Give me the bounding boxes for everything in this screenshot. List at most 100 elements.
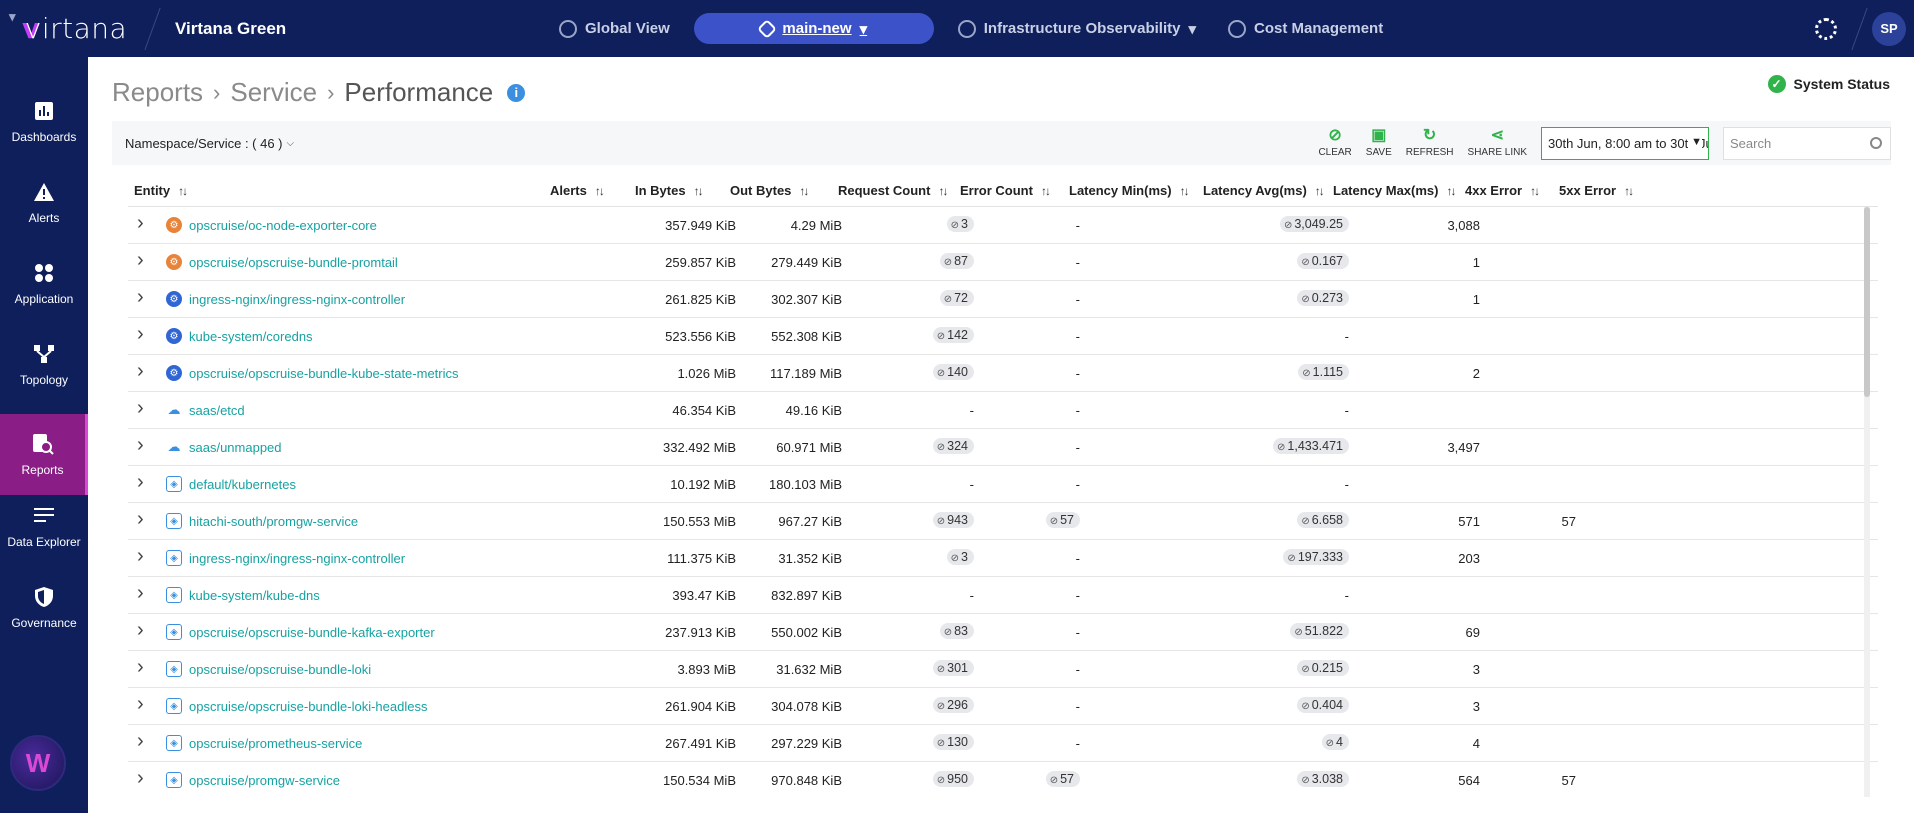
sort-icon[interactable]: ↑↓ [1179,184,1190,198]
sort-icon[interactable]: ↑↓ [1314,184,1325,198]
metric-pill[interactable]: 83 [939,623,974,639]
metric-pill[interactable]: 0.215 [1297,660,1349,676]
virtana-logo[interactable]: v virtana [22,12,128,45]
nav-global-view[interactable]: Global View [543,19,686,38]
sort-icon[interactable]: ↑↓ [1446,184,1456,198]
sort-icon[interactable]: ↑↓ [938,184,948,198]
metric-pill[interactable]: 3.038 [1297,771,1349,787]
entity-link[interactable]: default/kubernetes [189,477,296,492]
breadcrumb-reports[interactable]: Reports [112,77,204,107]
org-selector[interactable]: Virtana Green ▾ [9,9,543,39]
column-header-alerts[interactable]: Alerts ↑↓ [550,183,605,198]
entity-link[interactable]: ingress-nginx/ingress-nginx-controller [189,292,406,307]
metric-pill[interactable]: 0.273 [1297,290,1349,306]
sidebar-item-alerts[interactable]: Alerts [0,162,88,243]
sort-icon[interactable]: ↑↓ [178,184,188,198]
chevron-right-icon[interactable]: › [137,656,144,678]
entity-link[interactable]: opscruise/oc-node-exporter-core [189,218,377,233]
column-header-latency-min-ms[interactable]: Latency Min(ms) ↑↓ [1069,183,1190,198]
sort-icon[interactable]: ↑↓ [799,184,809,198]
metric-pill[interactable]: 0.404 [1297,697,1349,713]
table-row[interactable]: › ◈ ingress-nginx/ingress-nginx-controller… [128,540,1878,577]
entity-link[interactable]: kube-system/coredns [189,329,313,344]
table-row[interactable]: › ◈ opscruise/prometheus-service 267.491 Ki… [128,725,1878,762]
entity-link[interactable]: opscruise/opscruise-bundle-kube-state-me… [189,366,459,381]
table-row[interactable]: › ☁ saas/unmapped 332.492 MiB 60.971 MiB 324 -… [128,429,1878,466]
metric-pill[interactable]: 51.822 [1290,623,1349,639]
metric-pill[interactable]: 3 [946,216,974,232]
column-header-request-count[interactable]: Request Count ↑↓ [838,183,948,198]
sidebar-item-data-explorer[interactable]: Data Explorer [0,486,88,567]
table-row[interactable]: › ◈ kube-system/kube-dns 393.47 KiB 832.897 … [128,577,1878,614]
refresh-button[interactable]: ↻ REFRESH [1406,128,1454,159]
chevron-right-icon[interactable]: › [137,730,144,752]
namespace-filter[interactable]: Namespace/Service : ( 46 ) ⌵ [112,136,294,151]
sidebar-item-dashboards[interactable]: Dashboards [0,81,88,162]
entity-link[interactable]: ingress-nginx/ingress-nginx-controller [189,551,406,566]
sidebar-item-governance[interactable]: Governance [0,567,88,648]
chevron-right-icon[interactable]: › [137,249,144,271]
metric-pill[interactable]: 3,049.25 [1279,216,1349,232]
chevron-right-icon[interactable]: › [137,619,144,641]
date-range-picker[interactable]: 30th Jun, 8:00 am to 30th Jun ▼ [1541,126,1709,160]
metric-pill[interactable]: 301 [932,660,974,676]
nav-main-new[interactable]: main-new ▾ [693,13,934,44]
table-row[interactable]: › ⚙ opscruise/opscruise-bundle-promtail 259… [128,244,1878,281]
chevron-right-icon[interactable]: › [137,434,144,456]
chevron-right-icon[interactable]: › [137,471,144,493]
avatar[interactable]: SP [1872,11,1906,46]
metric-pill[interactable]: 0.167 [1297,253,1349,269]
metric-pill[interactable]: 943 [932,512,974,528]
sidebar-item-application[interactable]: Application [0,243,88,324]
metric-pill[interactable]: 4 [1321,734,1349,750]
chevron-right-icon[interactable]: › [137,693,144,715]
system-status[interactable]: ✓ System Status [1767,75,1890,93]
sidebar-item-topology[interactable]: Topology [0,324,88,405]
table-row[interactable]: › ◈ opscruise/opscruise-bundle-loki-headle… [128,688,1878,725]
metric-pill[interactable]: 87 [939,253,974,269]
share-link-button[interactable]: ⋖ SHARE LINK [1468,128,1527,159]
chevron-right-icon[interactable]: › [137,767,144,789]
nav-infrastructure-observability[interactable]: Infrastructure Observability ▾ [942,19,1212,38]
sort-icon[interactable]: ↑↓ [594,184,605,198]
column-header-latency-max-ms[interactable]: Latency Max(ms) ↑↓ [1333,183,1456,198]
info-icon[interactable]: i [507,83,526,102]
chevron-right-icon[interactable]: › [137,323,144,345]
entity-link[interactable]: opscruise/opscruise-bundle-promtail [189,255,398,270]
scrollbar-thumb[interactable] [1864,207,1870,397]
entity-link[interactable]: kube-system/kube-dns [189,588,320,603]
chevron-right-icon[interactable]: › [137,286,144,308]
column-header-entity[interactable]: Entity ↑↓ [134,183,188,198]
chevron-right-icon[interactable]: › [137,508,144,530]
metric-pill[interactable]: 324 [932,438,974,454]
table-row[interactable]: › ◈ opscruise/promgw-service 150.534 MiB 970… [128,762,1878,797]
clear-button[interactable]: ⊘ CLEAR [1318,128,1351,159]
nav-cost-management[interactable]: Cost Management [1212,19,1399,38]
table-row[interactable]: › ⚙ opscruise/opscruise-bundle-kube-state-… [128,355,1878,392]
metric-pill[interactable]: 1.115 [1298,364,1349,380]
metric-pill[interactable]: 142 [932,327,974,343]
entity-link[interactable]: opscruise/opscruise-bundle-loki-headless [189,699,428,714]
table-row[interactable]: › ☁ saas/etcd 46.354 KiB 49.16 KiB - - - [128,392,1878,429]
metric-pill[interactable]: 57 [1045,771,1080,787]
metric-pill[interactable]: 950 [932,771,974,787]
metric-pill[interactable]: 296 [932,697,974,713]
entity-link[interactable]: opscruise/opscruise-bundle-kafka-exporte… [189,625,435,640]
metric-pill[interactable]: 197.333 [1283,549,1349,565]
table-row[interactable]: › ◈ hitachi-south/promgw-service 150.553 Mi… [128,503,1878,540]
sort-icon[interactable]: ↑↓ [1530,184,1540,198]
table-row[interactable]: › ⚙ ingress-nginx/ingress-nginx-controller… [128,281,1878,318]
gear-icon[interactable] [1815,17,1837,40]
column-header-4xx-error[interactable]: 4xx Error ↑↓ [1465,183,1540,198]
metric-pill[interactable]: 6.658 [1297,512,1349,528]
chevron-right-icon[interactable]: › [137,545,144,567]
entity-link[interactable]: hitachi-south/promgw-service [189,514,359,529]
entity-link[interactable]: saas/etcd [189,403,245,418]
sidebar-item-reports[interactable]: Reports [0,414,88,495]
chevron-right-icon[interactable]: › [137,360,144,382]
sort-icon[interactable]: ↑↓ [1040,184,1051,198]
metric-pill[interactable]: 72 [939,290,974,306]
column-header-error-count[interactable]: Error Count ↑↓ [960,183,1051,198]
save-button[interactable]: ▣ SAVE [1366,128,1392,159]
entity-link[interactable]: opscruise/opscruise-bundle-loki [189,662,372,677]
